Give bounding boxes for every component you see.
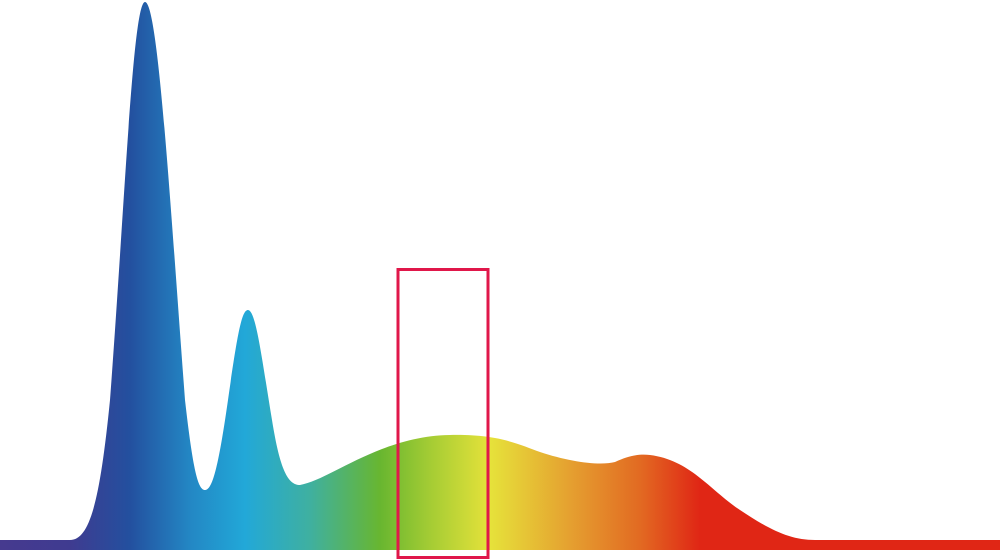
highlight-box bbox=[396, 268, 490, 559]
spectrum-area bbox=[0, 2, 1000, 550]
